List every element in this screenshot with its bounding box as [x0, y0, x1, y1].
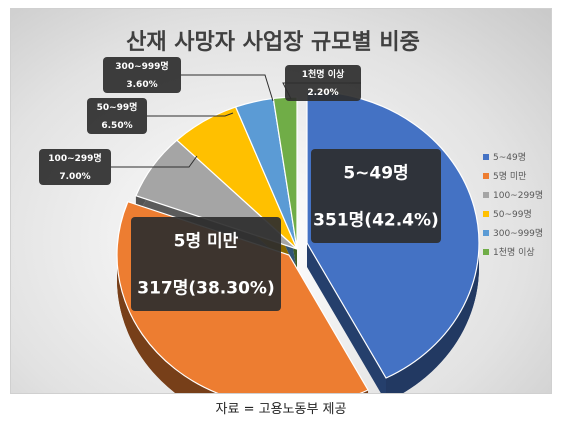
label-box	[131, 217, 281, 311]
legend-swatch	[483, 154, 489, 160]
label-5-49: 5~49명 351명(42.4%)	[311, 149, 441, 243]
leader-line	[111, 155, 198, 168]
legend-swatch	[483, 192, 489, 198]
label-box	[87, 98, 147, 134]
callout-label: 100~299명 7.00%	[39, 149, 111, 185]
label-under-5: 5명 미만 317명(38.30%)	[131, 217, 281, 311]
legend-entry: 300~999명	[493, 228, 543, 239]
label-box	[285, 65, 361, 101]
data-label: 2.20%	[307, 88, 338, 98]
source-note: 자료 = 고용노동부 제공	[215, 402, 347, 417]
data-label: 317명(38.30%)	[137, 279, 274, 299]
data-label: 300~999명	[115, 60, 168, 72]
legend-entry: 5명 미만	[493, 171, 526, 182]
legend-swatch	[483, 249, 489, 255]
leader-line	[181, 74, 274, 102]
callout-label: 50~99명 6.50%	[87, 98, 147, 134]
pie-chart: 산재 사망자 사업장 규모별 비중 5~49명 351명(42.4%) 5명 미만 3…	[39, 30, 543, 393]
data-label: 5~49명	[343, 164, 408, 184]
label-box	[39, 149, 111, 185]
legend-entry: 100~299명	[493, 190, 543, 201]
data-label: 351명(42.4%)	[313, 211, 439, 231]
label-box	[311, 149, 441, 243]
chart-panel: 산재 사망자 사업장 규모별 비중 5~49명 351명(42.4%) 5명 미만 3…	[10, 8, 552, 394]
data-label: 50~99명	[97, 101, 138, 113]
data-label: 6.50%	[101, 121, 132, 131]
callout-label: 300~999명 3.60%	[103, 57, 181, 93]
callout-label: 1천명 이상 2.20%	[285, 65, 361, 101]
data-label: 3.60%	[126, 80, 157, 90]
leader-line	[147, 112, 234, 117]
data-label: 100~299명	[48, 152, 101, 164]
legend-entry: 50~99명	[493, 209, 532, 220]
legend-entry: 1천명 이상	[493, 247, 535, 258]
chart-title: 산재 사망자 사업장 규모별 비중	[126, 30, 420, 55]
legend-swatch	[483, 211, 489, 217]
legend-swatch	[483, 230, 489, 236]
data-label: 7.00%	[59, 172, 90, 182]
data-label: 1천명 이상	[302, 68, 345, 80]
legend-entry: 5~49명	[493, 152, 526, 163]
legend-swatch	[483, 173, 489, 179]
data-label: 5명 미만	[174, 232, 239, 252]
label-box	[103, 57, 181, 93]
